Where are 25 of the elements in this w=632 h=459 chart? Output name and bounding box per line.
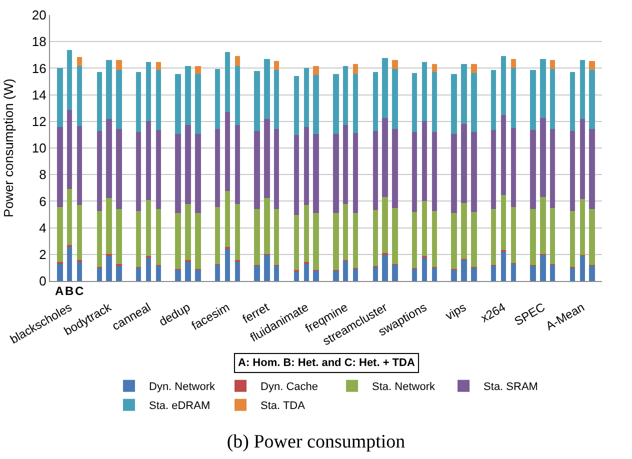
y-tick-label: 14: [32, 87, 46, 102]
x-tick-label: x264: [478, 300, 508, 326]
text: A: [55, 284, 64, 298]
text: (b) Power consumption: [226, 431, 406, 452]
legend-label: Dyn. Cache: [260, 381, 318, 394]
legend-label: Sta. SRAM: [484, 381, 538, 394]
legend-label: Dyn. Network: [149, 381, 216, 394]
text: C: [75, 284, 84, 298]
text: B: [65, 284, 74, 298]
y-tick-label: 8: [39, 167, 46, 182]
y-tick-label: 6: [39, 194, 46, 209]
y-tick-label: 0: [39, 274, 46, 289]
text: A: Hom. B: Het. and C: Het. + TDA: [238, 357, 415, 369]
y-tick-label: 18: [32, 34, 46, 50]
y-axis-title: Power consumption (W): [0, 78, 16, 218]
legend-label: Sta. TDA: [260, 400, 306, 412]
y-tick-label: 4: [39, 220, 46, 236]
legend-label: Sta. eDRAM: [149, 400, 210, 412]
y-tick-label: 12: [32, 114, 46, 129]
y-tick-label: 10: [32, 140, 46, 156]
legend-label: Sta. Network: [372, 381, 436, 394]
y-tick-label: 16: [32, 60, 46, 76]
y-tick-label: 20: [32, 8, 46, 23]
y-tick-label: 2: [39, 246, 46, 262]
x-tick-label: vips: [443, 300, 468, 323]
